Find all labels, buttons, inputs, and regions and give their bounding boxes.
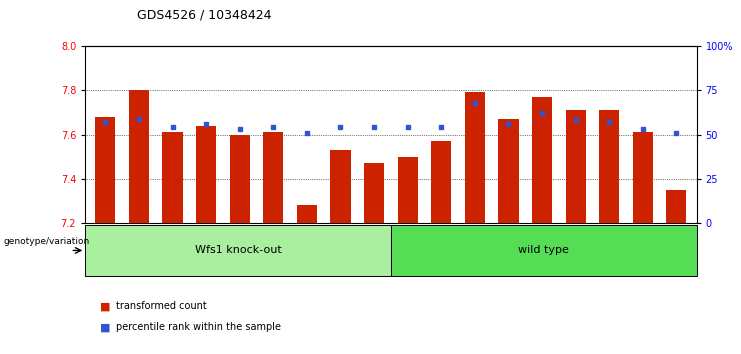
Bar	[666, 190, 686, 223]
Bar	[465, 92, 485, 223]
Bar	[599, 110, 619, 223]
Bar	[196, 126, 216, 223]
Text: Wfs1 knock-out: Wfs1 knock-out	[195, 245, 282, 256]
Text: GDS4526 / 10348424: GDS4526 / 10348424	[137, 9, 272, 22]
Bar	[633, 132, 653, 223]
Text: ■: ■	[100, 322, 110, 332]
Bar	[565, 110, 585, 223]
Bar	[499, 119, 519, 223]
Text: wild type: wild type	[518, 245, 569, 256]
Bar	[263, 132, 283, 223]
Bar	[398, 156, 418, 223]
Text: transformed count: transformed count	[116, 301, 207, 311]
Bar	[431, 141, 451, 223]
Bar	[230, 135, 250, 223]
Bar	[364, 163, 384, 223]
Bar	[532, 97, 552, 223]
Bar	[162, 132, 182, 223]
Bar	[96, 117, 116, 223]
Text: genotype/variation: genotype/variation	[4, 237, 90, 246]
Text: percentile rank within the sample: percentile rank within the sample	[116, 322, 282, 332]
Bar	[129, 90, 149, 223]
Bar	[330, 150, 350, 223]
Bar	[297, 205, 317, 223]
Text: ■: ■	[100, 301, 110, 311]
